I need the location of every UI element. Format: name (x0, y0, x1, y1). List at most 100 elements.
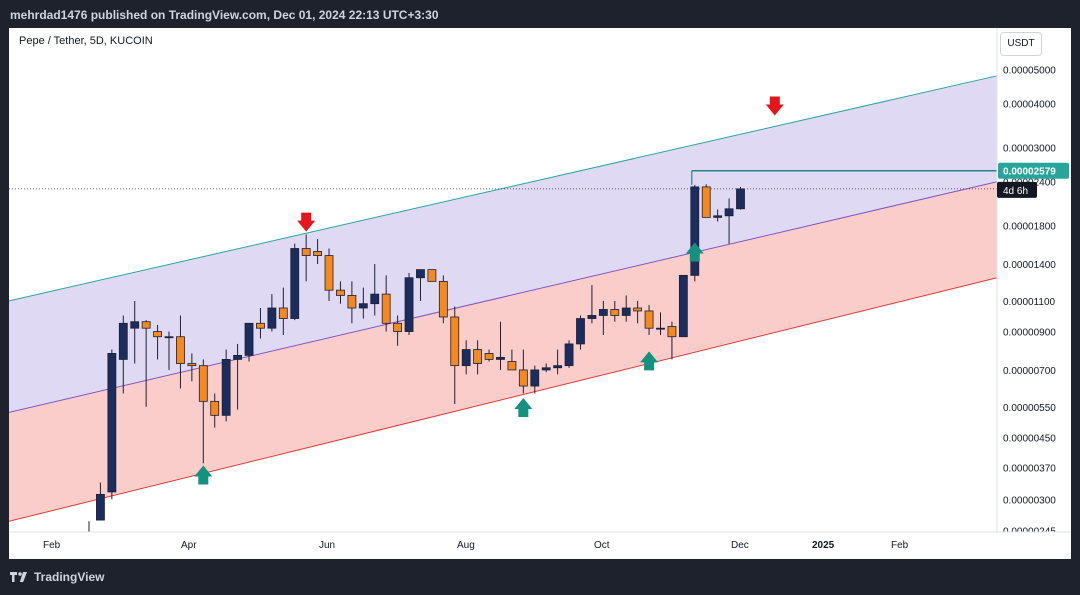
candle-body[interactable] (610, 309, 620, 316)
candle-body[interactable] (164, 336, 174, 339)
candle-body[interactable] (233, 354, 242, 360)
y-tick-label: 0.00000370 (1003, 463, 1056, 474)
candle-body[interactable] (587, 315, 597, 319)
candle-body[interactable] (541, 367, 551, 371)
down-arrow-icon (297, 212, 316, 232)
candle-body[interactable] (416, 269, 425, 279)
up-arrow-icon (685, 242, 704, 262)
x-tick-label: Apr (181, 540, 197, 551)
candle-body[interactable] (667, 326, 677, 338)
y-tick-label: 0.00000700 (1003, 366, 1056, 377)
candle-body[interactable] (393, 322, 403, 332)
price-unit-button[interactable]: USDT (1000, 32, 1042, 56)
candle-body[interactable] (518, 369, 528, 387)
candle-body[interactable] (324, 255, 334, 291)
candle-body[interactable] (621, 307, 631, 316)
candle-body[interactable] (198, 365, 208, 402)
up-arrow-icon (640, 351, 659, 371)
candle-body[interactable] (358, 303, 368, 309)
candle-body[interactable] (118, 322, 128, 360)
candle-body[interactable] (187, 363, 197, 367)
candle-body[interactable] (438, 280, 448, 318)
x-tick-label: Dec (731, 540, 749, 551)
candle-body[interactable] (701, 186, 711, 218)
candle-body[interactable] (473, 349, 483, 364)
upper-channel-fill (9, 75, 997, 413)
y-tick-label: 0.00005000 (1003, 66, 1056, 77)
candle-body[interactable] (507, 361, 517, 371)
up-arrow-icon (514, 398, 533, 418)
footer: TradingView (0, 566, 1080, 595)
candle-body[interactable] (644, 310, 654, 329)
down-arrow-icon (765, 96, 784, 116)
candle-body[interactable] (370, 293, 380, 305)
candle-body[interactable] (256, 322, 265, 329)
candle-body[interactable] (736, 188, 745, 210)
x-tick-label: Feb (891, 540, 909, 551)
candle-body[interactable] (221, 359, 231, 416)
candle-body[interactable] (564, 343, 574, 367)
y-tick-label: 0.00000300 (1003, 495, 1056, 506)
candle-body[interactable] (176, 336, 185, 364)
candle-body[interactable] (484, 353, 494, 360)
candle-body[interactable] (107, 353, 117, 493)
candle-body[interactable] (210, 400, 220, 416)
price-axis-bg (997, 28, 1071, 559)
time-axis-bg (9, 532, 1071, 559)
candle-body[interactable] (724, 208, 734, 217)
publish-info: mehrdad1476 published on TradingView.com… (10, 8, 439, 22)
lower-channel-fill (9, 181, 997, 522)
countdown-label-bg (997, 181, 1037, 198)
x-tick-label: Oct (594, 540, 610, 551)
candle-body[interactable] (530, 369, 540, 387)
symbol-title: Pepe / Tether, 5D, KUCOIN (19, 35, 153, 47)
x-tick-label: Jun (319, 540, 335, 551)
candle-body[interactable] (267, 307, 277, 329)
candle-body[interactable] (141, 321, 151, 329)
y-tick-label: 0.00001800 (1003, 222, 1056, 233)
lower-trend-line[interactable] (9, 277, 998, 522)
candle-body[interactable] (553, 365, 563, 369)
candle-body[interactable] (404, 277, 414, 332)
candle-body[interactable] (450, 316, 460, 367)
candle-body[interactable] (656, 327, 665, 330)
candle-body[interactable] (598, 309, 608, 316)
candle-body[interactable] (290, 248, 300, 319)
candle-body[interactable] (244, 322, 254, 356)
candle-body[interactable] (690, 186, 700, 276)
y-tick-label: 0.00000450 (1003, 433, 1056, 444)
x-tick-label: Feb (43, 540, 61, 551)
candle-body[interactable] (336, 289, 345, 296)
candle-body[interactable] (496, 356, 505, 360)
countdown-label: 4d 6h (1003, 186, 1028, 197)
tradingview-logo[interactable]: TradingView (10, 570, 104, 584)
candle-body[interactable] (461, 349, 471, 367)
candle-body[interactable] (576, 318, 585, 345)
up-arrow-icon (194, 465, 213, 485)
candle-body[interactable] (96, 493, 105, 521)
candle-body[interactable] (301, 248, 311, 256)
candle-body[interactable] (713, 215, 723, 218)
candle-body[interactable] (427, 269, 437, 282)
y-tick-label: 0.00003000 (1003, 144, 1056, 155)
tradingview-logo-icon (10, 572, 27, 582)
candle-body[interactable] (678, 274, 688, 338)
x-tick-label: Aug (457, 540, 475, 551)
candle-body[interactable] (130, 321, 140, 329)
candle-body[interactable] (278, 307, 288, 319)
candle-body[interactable] (313, 251, 323, 256)
candle-body[interactable] (347, 295, 357, 309)
last-price-label-bg (998, 162, 1069, 179)
chart-area[interactable]: 0.000002450.000003000.000003700.00000450… (9, 28, 1071, 559)
candle-body[interactable] (633, 307, 643, 312)
y-tick-label: 0.00000900 (1003, 328, 1056, 339)
x-tick-label: 2025 (812, 540, 835, 551)
y-tick-label: 0.00000550 (1003, 403, 1056, 414)
price-chart[interactable]: 0.000002450.000003000.000003700.00000450… (9, 28, 1071, 559)
upper-trend-line[interactable] (9, 75, 998, 302)
brand-name: TradingView (34, 570, 105, 584)
candle-body[interactable] (153, 331, 162, 338)
y-tick-label: 0.00001100 (1003, 297, 1056, 308)
candle-body[interactable] (381, 293, 391, 324)
mid-trend-line[interactable] (9, 181, 998, 413)
